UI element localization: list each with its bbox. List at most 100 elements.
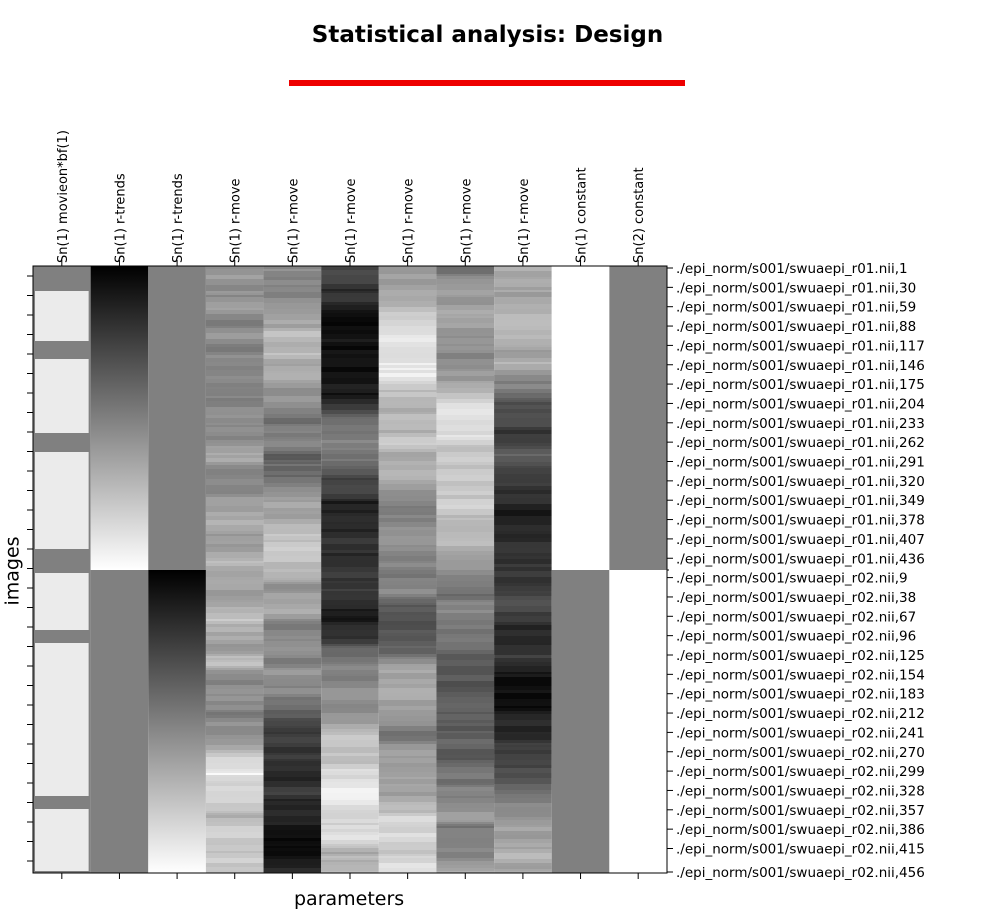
motion-stripe: [436, 518, 495, 520]
matrix-axes: [27, 260, 673, 879]
motion-stripe: [494, 859, 552, 861]
motion-stripe: [321, 310, 379, 313]
motion-stripe: [321, 480, 379, 485]
motion-stripe: [436, 610, 495, 613]
motion-stripe: [321, 289, 379, 291]
motion-stripe: [205, 436, 264, 440]
motion-stripe: [436, 344, 495, 346]
motion-stripe: [494, 430, 552, 434]
motion-stripe: [436, 594, 495, 596]
motion-stripe: [321, 666, 379, 670]
motion-stripe: [321, 708, 379, 713]
motion-stripe: [494, 849, 552, 853]
motion-stripe: [494, 299, 552, 304]
motion-stripe: [205, 826, 264, 832]
title-underline: [289, 80, 685, 86]
motion-stripe: [205, 425, 264, 427]
movieon-block-2: [35, 452, 89, 549]
motion-stripe: [205, 815, 264, 818]
motion-stripe: [494, 297, 552, 299]
motion-stripe: [263, 502, 322, 508]
motion-stripe: [494, 395, 552, 398]
motion-stripe: [378, 686, 437, 688]
motion-stripe: [321, 858, 379, 860]
motion-stripe: [436, 541, 495, 546]
motion-stripe: [494, 714, 552, 720]
row-label-12: ./epi_norm/s001/swuaepi_r01.nii,320: [676, 474, 925, 490]
row-label-27: ./epi_norm/s001/swuaepi_r02.nii,299: [676, 764, 925, 780]
motion-stripe: [205, 662, 264, 666]
motion-stripe: [205, 786, 264, 791]
motion-stripe: [205, 291, 264, 293]
motion-stripe: [436, 697, 495, 703]
motion-stripe: [321, 440, 379, 443]
motion-stripe: [321, 510, 379, 513]
motion-stripe: [436, 858, 495, 861]
motion-stripe: [436, 660, 495, 666]
motion-stripe: [436, 791, 495, 796]
motion-stripe: [321, 860, 379, 862]
motion-stripe: [321, 788, 379, 793]
motion-stripe: [205, 656, 264, 658]
motion-stripe: [263, 641, 322, 647]
motion-stripe: [436, 290, 495, 295]
motion-stripe: [205, 696, 264, 701]
motion-stripe: [263, 734, 322, 737]
motion-stripe: [205, 328, 264, 333]
motion-stripe: [263, 799, 322, 801]
motion-stripe: [378, 589, 437, 594]
motion-stripe: [321, 583, 379, 589]
motion-stripe: [378, 659, 437, 664]
motion-stripe: [378, 524, 437, 527]
motion-stripe: [263, 781, 322, 787]
motion-stripe: [436, 266, 495, 269]
motion-stripe: [494, 600, 552, 606]
motion-stripe: [205, 781, 264, 783]
motion-stripe: [494, 747, 552, 750]
motion-stripe: [436, 642, 495, 646]
motion-stripe: [494, 662, 552, 666]
motion-stripe: [378, 414, 437, 420]
motion-stripe: [205, 314, 264, 320]
motion-stripe: [378, 381, 437, 384]
motion-stripe: [321, 461, 379, 466]
motion-stripe: [378, 551, 437, 556]
motion-stripe: [321, 636, 379, 639]
motion-stripe: [494, 398, 552, 400]
motion-stripe: [263, 822, 322, 825]
motion-stripe: [378, 368, 437, 370]
motion-stripe: [436, 834, 495, 838]
motion-stripe: [436, 575, 495, 581]
motion-stripe: [436, 393, 495, 399]
motion-stripe: [436, 618, 495, 620]
row-label-17: ./epi_norm/s001/swuaepi_r02.nii,9: [676, 571, 908, 587]
motion-stripe: [205, 355, 264, 358]
motion-stripe: [205, 310, 264, 314]
motion-stripe: [205, 297, 264, 302]
motion-stripe: [494, 571, 552, 577]
motion-stripe: [494, 490, 552, 494]
motion-stripe: [378, 597, 437, 599]
motion-stripe: [321, 425, 379, 431]
motion-stripe: [494, 292, 552, 297]
motion-stripe: [205, 534, 264, 536]
motion-stripe: [378, 621, 437, 625]
motion-stripe: [263, 599, 322, 604]
motion-stripe: [321, 793, 379, 798]
motion-stripe: [205, 552, 264, 558]
motion-stripe: [378, 536, 437, 539]
motion-stripe: [205, 680, 264, 682]
motion-stripe: [378, 312, 437, 316]
motion-stripe: [263, 658, 322, 664]
motion-stripe: [205, 432, 264, 436]
motion-stripe: [263, 753, 322, 755]
motion-stripe: [494, 750, 552, 754]
motion-stripe: [321, 852, 379, 854]
motion-stripe: [263, 688, 322, 694]
column-label-1: Sn(1) movieon*bf(1): [56, 130, 71, 263]
motion-stripe: [494, 504, 552, 510]
motion-stripe: [321, 524, 379, 529]
motion-stripe: [205, 396, 264, 398]
motion-stripe: [494, 682, 552, 686]
motion-stripe: [321, 829, 379, 832]
